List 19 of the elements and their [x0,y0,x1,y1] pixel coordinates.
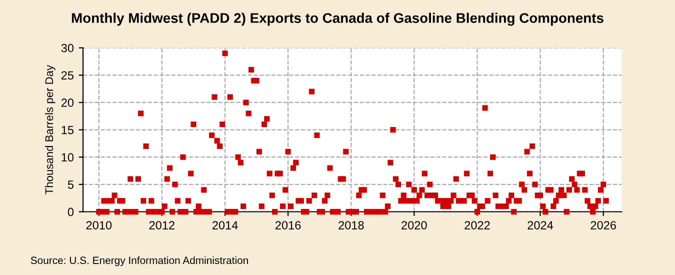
x-tick-label: 2018 [338,221,364,230]
source-note: Source: U.S. Energy Information Administration [30,256,248,266]
y-axis-title: Thousand Barrels per Day [44,64,56,194]
x-tick-label: 2016 [276,221,301,230]
y-tick-label: 15 [62,126,74,134]
y-tick-label: 10 [62,153,74,162]
x-tick-label: 2010 [86,221,112,230]
y-tick-label: 30 [61,44,74,52]
y-tick-label: 25 [61,71,74,80]
x-tick-label: 2026 [590,221,616,230]
y-tick-label: 5 [68,180,74,189]
x-tick-label: 2024 [528,221,554,230]
x-tick-label: 2022 [464,221,490,230]
chart-title: Monthly Midwest (PADD 2) Exports to Canada of Gasoline Blending Components [72,12,604,26]
y-tick-label: 20 [61,98,74,107]
x-tick-label: 2020 [402,221,427,230]
y-tick-label: 0 [68,208,74,216]
x-tick-label: 2014 [212,221,238,230]
x-tick-label: 2012 [149,221,174,230]
